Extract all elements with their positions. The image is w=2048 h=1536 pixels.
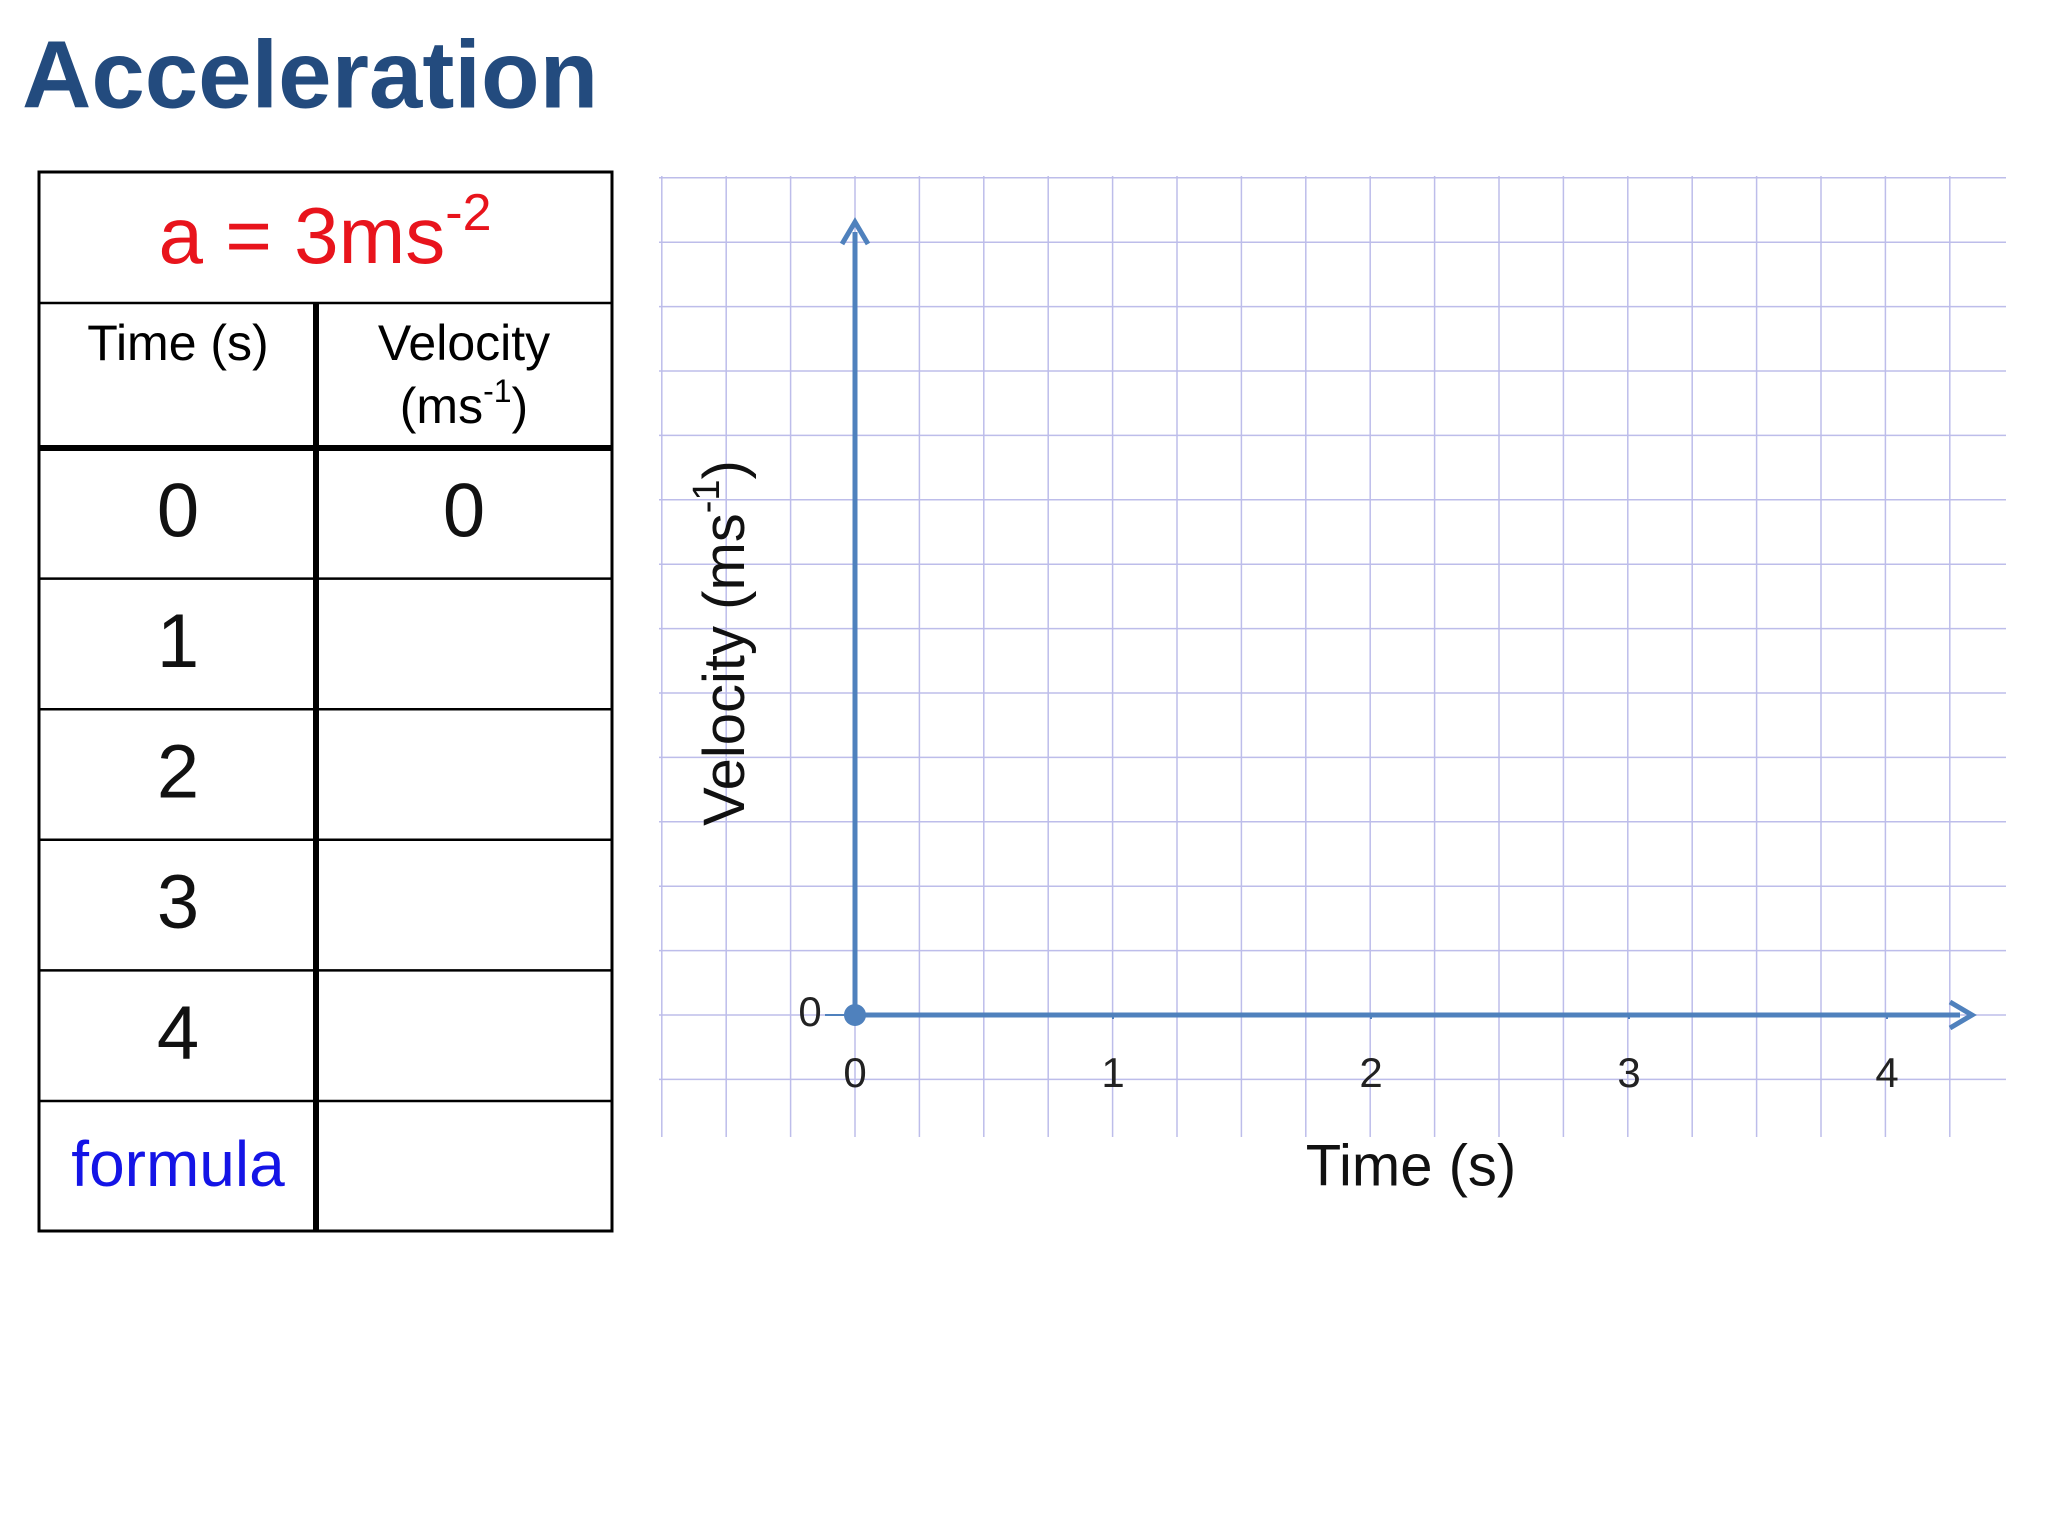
table-rows: 0 0 1 2 3 4 formula xyxy=(39,468,612,1200)
y-axis-arrow xyxy=(839,217,871,246)
time-cell: 0 xyxy=(157,468,199,553)
time-cell: 1 xyxy=(157,599,199,684)
x-tick-label: 1 xyxy=(1101,1049,1124,1096)
column-header-unit: (ms-1) xyxy=(400,373,528,434)
x-axis-label: Time (s) xyxy=(1306,1133,1516,1198)
table-border xyxy=(37,170,614,1233)
table-heading: a = 3ms-2 xyxy=(158,184,491,280)
y-label-text: Velocity (ms xyxy=(692,513,757,826)
time-cell: 2 xyxy=(157,730,199,815)
x-tick-label: 4 xyxy=(1875,1049,1898,1096)
y-label-sup: -1 xyxy=(686,479,728,513)
column-header: Velocity xyxy=(378,315,550,371)
slide-title: Acceleration xyxy=(22,21,598,128)
velocity-cell: 0 xyxy=(443,468,485,553)
unit-sup: -1 xyxy=(483,373,511,409)
axes: 0 1 2 3 4 0 xyxy=(798,217,1977,1096)
x-tick-label: 0 xyxy=(843,1049,866,1096)
time-cell: 4 xyxy=(157,991,199,1076)
x-axis-arrow xyxy=(1948,999,1977,1031)
table xyxy=(37,170,614,1233)
unit-text: (ms xyxy=(400,378,483,434)
column-header: Time (s) xyxy=(87,315,268,371)
heading-sup: -2 xyxy=(445,184,491,242)
heading-text: a = 3ms xyxy=(158,191,445,280)
time-cell: 3 xyxy=(157,860,199,945)
unit-text: ) xyxy=(512,378,529,434)
y-label-text: ) xyxy=(692,460,757,479)
y-tick-label: 0 xyxy=(798,988,821,1035)
time-cell: formula xyxy=(71,1128,285,1200)
x-tick-label: 2 xyxy=(1359,1049,1382,1096)
y-axis-label: Velocity (ms-1) xyxy=(686,460,757,826)
x-tick-label: 3 xyxy=(1617,1049,1640,1096)
